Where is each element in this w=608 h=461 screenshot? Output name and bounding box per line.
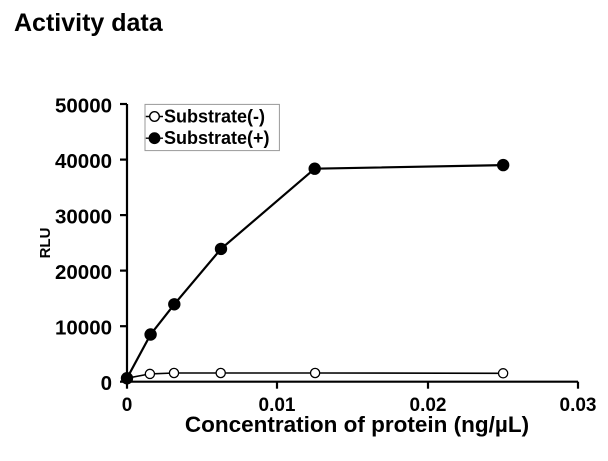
svg-text:0: 0 [122, 395, 133, 416]
svg-text:Concentration of protein (ng/µ: Concentration of protein (ng/µL) [185, 412, 529, 437]
svg-text:50000: 50000 [55, 95, 112, 118]
svg-text:20000: 20000 [55, 261, 112, 284]
svg-text:Substrate(+): Substrate(+) [164, 128, 270, 148]
svg-text:Substrate(-): Substrate(-) [164, 107, 265, 127]
svg-text:40000: 40000 [55, 150, 112, 173]
svg-text:0.03: 0.03 [560, 395, 597, 416]
svg-text:30000: 30000 [55, 206, 112, 229]
svg-text:RLU: RLU [37, 228, 54, 259]
svg-text:0: 0 [101, 372, 112, 395]
svg-text:10000: 10000 [55, 317, 112, 340]
